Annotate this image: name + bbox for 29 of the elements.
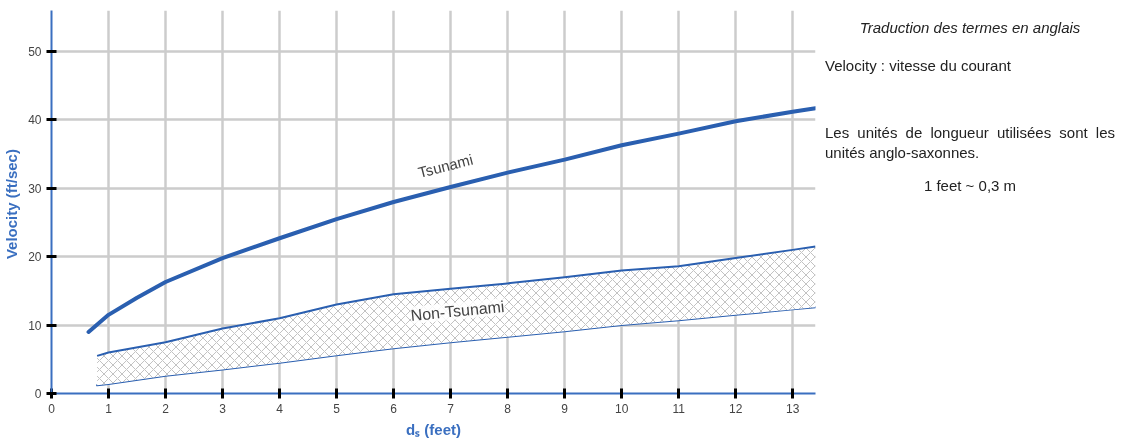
y-tick-label: 30 bbox=[28, 181, 42, 196]
x-tick-label: 2 bbox=[162, 401, 170, 416]
line-series bbox=[86, 106, 816, 334]
x-tick-label: 3 bbox=[219, 401, 227, 416]
y-tick-label: 40 bbox=[28, 113, 42, 128]
x-axis-title: dₛ (feet) bbox=[406, 420, 461, 438]
text: Traduction des termes en anglais bbox=[858, 18, 1082, 38]
y-tick-label: 10 bbox=[28, 318, 42, 333]
x-tick-label: 4 bbox=[276, 401, 284, 416]
y-tick-label: 50 bbox=[28, 45, 42, 60]
x-tick-label: 12 bbox=[729, 401, 743, 416]
x-tick-label: 6 bbox=[390, 401, 398, 416]
y-axis-title: Velocity (ft/sec) bbox=[3, 149, 21, 260]
text: Tsunami bbox=[416, 150, 475, 181]
text: Velocity : vitesse du courant bbox=[825, 55, 1012, 75]
y-tick-label: 20 bbox=[28, 250, 42, 265]
x-tick-label: 13 bbox=[786, 401, 800, 416]
x-tick-label: 5 bbox=[333, 401, 341, 416]
text: 1 feet ~ 0,3 m bbox=[922, 176, 1018, 196]
x-tick-label: 1 bbox=[105, 401, 113, 416]
y-tick-label: 0 bbox=[34, 387, 42, 401]
x-tick-label: 7 bbox=[447, 401, 455, 416]
x-tick-label: 10 bbox=[614, 401, 629, 416]
text: Les unités de longueur utilisées sont les unités anglo-saxonnes. bbox=[825, 123, 1115, 162]
series-label: Non-Tsunami bbox=[409, 297, 506, 324]
x-tick-label: 8 bbox=[504, 401, 512, 416]
x-tick-label: 11 bbox=[672, 401, 686, 416]
x-tick-label: 9 bbox=[561, 401, 569, 416]
x-tick-label: 0 bbox=[48, 401, 56, 416]
